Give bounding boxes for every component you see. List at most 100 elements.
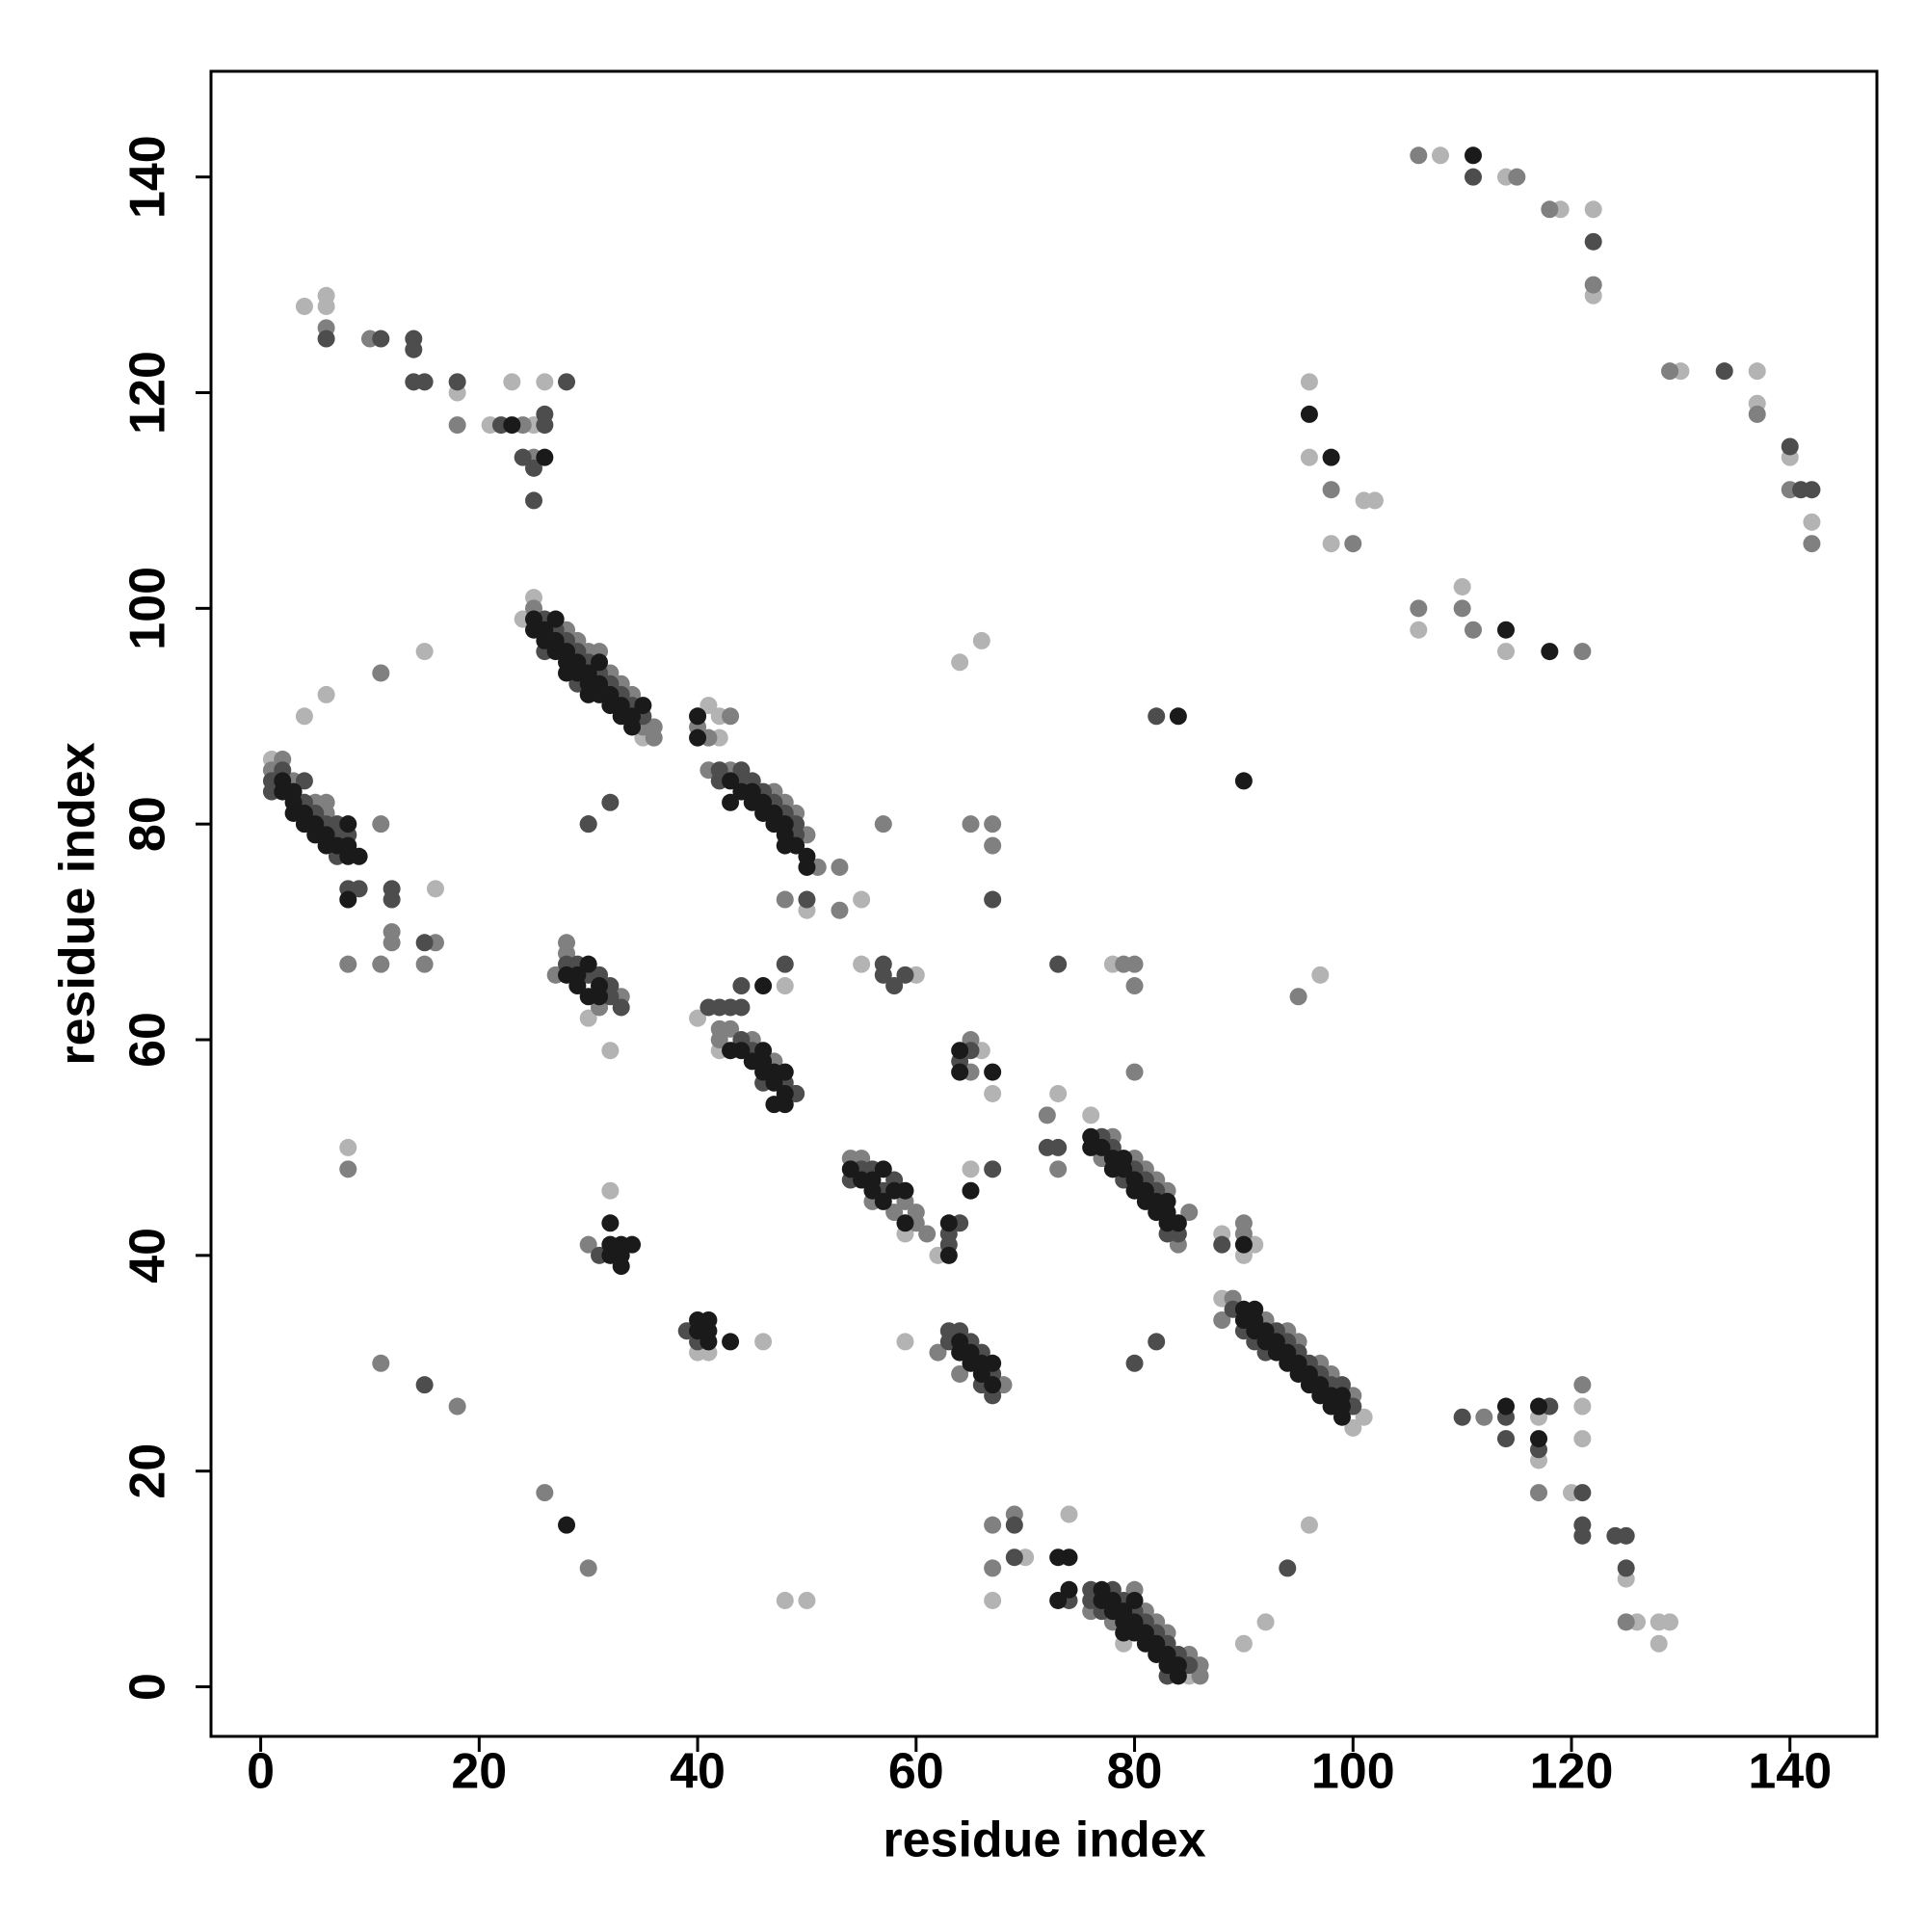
point <box>579 955 597 973</box>
point <box>448 1397 466 1416</box>
point <box>732 998 751 1017</box>
point <box>579 815 597 834</box>
point <box>372 1354 390 1372</box>
point <box>1781 437 1799 456</box>
point <box>1573 1430 1592 1448</box>
point <box>700 697 718 715</box>
point <box>591 988 609 1006</box>
point <box>1300 405 1318 423</box>
y-tick-label: 60 <box>120 1012 176 1068</box>
point <box>525 459 543 477</box>
point <box>295 772 313 790</box>
point <box>536 448 554 466</box>
point <box>317 330 335 348</box>
point <box>1475 1408 1493 1426</box>
point <box>1344 535 1362 553</box>
point <box>896 1181 914 1200</box>
point <box>372 815 390 834</box>
point <box>1311 966 1330 984</box>
point <box>1584 232 1602 251</box>
y-tick-label: 40 <box>120 1228 176 1284</box>
point <box>1803 535 1821 553</box>
point <box>1213 1311 1231 1329</box>
point <box>1573 1397 1592 1416</box>
point <box>929 1343 947 1362</box>
y-tick-label: 20 <box>120 1443 176 1499</box>
point <box>1191 1667 1209 1685</box>
point <box>1333 1408 1351 1426</box>
point <box>415 373 434 391</box>
point <box>918 1225 937 1243</box>
point <box>383 890 401 909</box>
point <box>1234 1214 1253 1232</box>
point <box>448 416 466 435</box>
x-tick-label: 60 <box>888 1744 944 1800</box>
point <box>1530 1430 1548 1448</box>
point <box>776 955 794 973</box>
point <box>831 858 849 876</box>
x-tick-label: 140 <box>1748 1744 1832 1800</box>
point <box>984 890 1002 909</box>
point <box>939 1246 958 1264</box>
point <box>798 1591 816 1609</box>
point <box>1300 373 1318 391</box>
point <box>984 815 1002 834</box>
point <box>601 1042 620 1060</box>
point <box>1584 276 1602 294</box>
point <box>1573 1526 1592 1545</box>
point <box>1410 146 1428 165</box>
point <box>1005 1516 1023 1534</box>
point <box>1060 1548 1078 1567</box>
point <box>1049 1084 1068 1102</box>
point <box>525 491 543 510</box>
point <box>415 643 434 661</box>
point <box>1148 707 1166 726</box>
point <box>1234 1634 1253 1653</box>
point <box>951 653 969 672</box>
point <box>415 1376 434 1394</box>
point <box>503 416 521 435</box>
point <box>984 1160 1002 1178</box>
point <box>1038 1106 1056 1125</box>
point <box>612 1257 630 1276</box>
point <box>339 890 357 909</box>
point <box>722 772 740 790</box>
point <box>710 1031 728 1049</box>
point <box>1617 1559 1635 1577</box>
point <box>601 1181 620 1200</box>
point <box>295 707 313 726</box>
point <box>732 1042 751 1060</box>
point <box>776 1591 794 1609</box>
point <box>1093 1138 1111 1156</box>
y-tick-label: 140 <box>120 135 176 219</box>
point <box>1573 643 1592 661</box>
point <box>1322 535 1340 553</box>
point <box>536 405 554 423</box>
point <box>798 890 816 909</box>
point <box>591 653 609 672</box>
point <box>1125 1591 1144 1609</box>
point <box>1169 707 1187 726</box>
point <box>1748 362 1766 381</box>
point <box>1803 481 1821 499</box>
point <box>1060 1580 1078 1599</box>
point <box>601 793 620 811</box>
point <box>1300 448 1318 466</box>
point <box>339 815 357 834</box>
point <box>1508 168 1526 186</box>
point <box>689 1009 707 1027</box>
point <box>1234 772 1253 790</box>
point <box>962 1160 980 1178</box>
point <box>623 718 642 736</box>
point <box>1453 577 1471 595</box>
point <box>984 1591 1002 1609</box>
plot-frame <box>209 69 1879 1738</box>
point <box>984 1376 1002 1394</box>
point <box>1464 168 1482 186</box>
point <box>1431 146 1449 165</box>
point <box>317 685 335 703</box>
point <box>1541 643 1559 661</box>
point <box>776 977 794 995</box>
point <box>1169 1214 1187 1232</box>
point <box>1180 1204 1199 1222</box>
